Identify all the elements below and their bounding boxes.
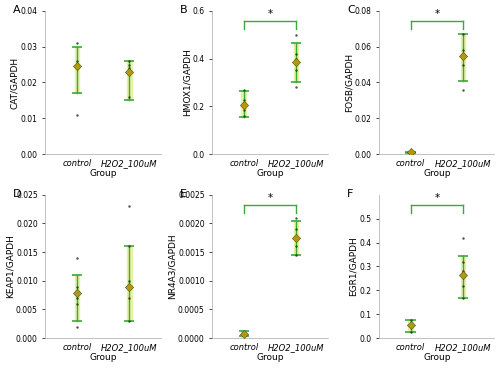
Point (292, 68, 300, 74)
Point (292, 235, 300, 241)
Point (459, 61, 467, 67)
Point (240, 102, 248, 108)
Point (125, 94, 133, 100)
Point (125, 61, 133, 67)
Point (406, 329, 414, 335)
Point (406, 149, 414, 155)
Point (240, 113, 248, 119)
Text: E: E (180, 189, 187, 199)
Point (125, 69, 133, 75)
Point (459, 268, 467, 274)
Point (459, 295, 467, 301)
Point (292, 32, 300, 38)
Point (459, 283, 467, 289)
Point (459, 31, 467, 37)
Point (125, 203, 133, 209)
Point (406, 149, 414, 155)
Point (73, 324, 81, 330)
Y-axis label: CAT/GAPDH: CAT/GAPDH (10, 56, 20, 109)
Point (125, 278, 133, 284)
Y-axis label: EGR1/GAPDH: EGR1/GAPDH (349, 237, 358, 296)
Point (73, 301, 81, 307)
Text: B: B (180, 5, 188, 15)
Point (73, 255, 81, 261)
X-axis label: Group: Group (423, 353, 450, 362)
Point (459, 272, 467, 278)
Point (240, 107, 248, 113)
Text: F: F (347, 189, 354, 199)
Text: *: * (268, 9, 272, 19)
Point (292, 243, 300, 249)
Point (406, 321, 414, 327)
X-axis label: Group: Group (90, 353, 117, 362)
Point (125, 284, 133, 290)
Point (240, 87, 248, 93)
Point (73, 295, 81, 301)
Point (406, 322, 414, 328)
X-axis label: Group: Group (90, 169, 117, 178)
X-axis label: Group: Group (423, 169, 450, 178)
Text: *: * (434, 9, 440, 19)
Point (459, 259, 467, 265)
Point (125, 65, 133, 71)
Point (459, 53, 467, 59)
Point (73, 58, 81, 64)
Point (240, 331, 248, 337)
Point (240, 98, 248, 103)
Y-axis label: NR4A3/GAPDH: NR4A3/GAPDH (168, 234, 176, 299)
Point (406, 323, 414, 329)
Point (292, 226, 300, 232)
Point (240, 102, 248, 108)
Point (125, 69, 133, 75)
Text: C: C (347, 5, 355, 15)
Point (292, 59, 300, 65)
Y-axis label: KEAP1/GAPDH: KEAP1/GAPDH (6, 234, 15, 298)
Point (125, 58, 133, 64)
Point (459, 47, 467, 53)
Point (292, 252, 300, 258)
Point (459, 53, 467, 59)
Point (73, 290, 81, 296)
Point (292, 56, 300, 61)
Point (406, 317, 414, 323)
Point (73, 289, 81, 295)
Text: *: * (268, 193, 272, 203)
Y-axis label: FOSB/GAPDH: FOSB/GAPDH (344, 53, 353, 112)
Point (240, 329, 248, 335)
Point (292, 84, 300, 90)
Point (125, 295, 133, 301)
Point (125, 318, 133, 324)
Point (73, 40, 81, 46)
Text: *: * (434, 193, 440, 203)
Point (73, 63, 81, 69)
Point (459, 87, 467, 93)
Point (406, 150, 414, 156)
Point (292, 51, 300, 57)
Point (73, 112, 81, 118)
X-axis label: Group: Group (256, 169, 283, 178)
Point (125, 243, 133, 249)
Text: A: A (13, 5, 21, 15)
Point (240, 331, 248, 337)
Point (73, 284, 81, 290)
Y-axis label: HMOX1/GAPDH: HMOX1/GAPDH (182, 49, 191, 116)
Point (240, 100, 248, 106)
Point (292, 215, 300, 220)
X-axis label: Group: Group (256, 353, 283, 362)
Point (292, 59, 300, 65)
Point (125, 284, 133, 290)
Point (406, 322, 414, 328)
Point (73, 65, 81, 71)
Point (292, 235, 300, 241)
Point (406, 149, 414, 155)
Point (73, 61, 81, 67)
Point (240, 331, 248, 337)
Point (459, 235, 467, 241)
Text: D: D (13, 189, 22, 199)
